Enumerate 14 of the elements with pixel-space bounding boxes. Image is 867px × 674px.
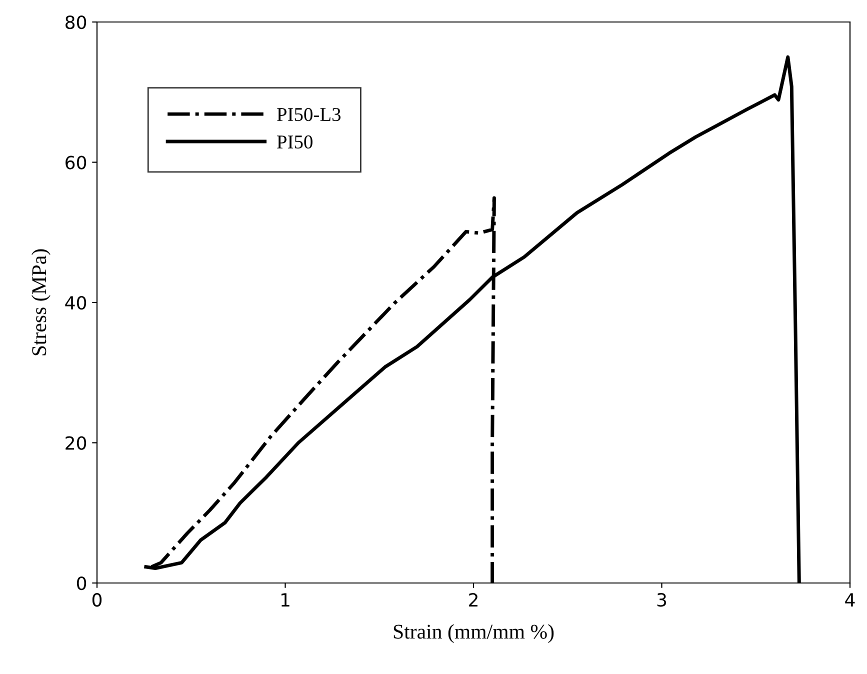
x-axis-title: Strain (mm/mm %) xyxy=(394,624,554,643)
y-axis-title: Stress (MPa) xyxy=(32,249,50,356)
legend-label: PI50-L3 xyxy=(277,108,341,122)
x-tick-label: 1 xyxy=(281,593,290,606)
x-tick-label: 2 xyxy=(469,593,478,606)
y-tick-label: 0 xyxy=(76,576,86,590)
x-tick-label: 4 xyxy=(845,593,855,606)
y-tick-label: 40 xyxy=(65,296,86,310)
legend-label: PI50 xyxy=(277,135,312,149)
y-tick-label: 80 xyxy=(66,15,86,30)
y-tick-label: 60 xyxy=(66,156,86,170)
x-tick-label: 0 xyxy=(92,593,102,607)
y-tick-label: 20 xyxy=(66,436,86,450)
x-tick-label: 3 xyxy=(657,593,666,607)
